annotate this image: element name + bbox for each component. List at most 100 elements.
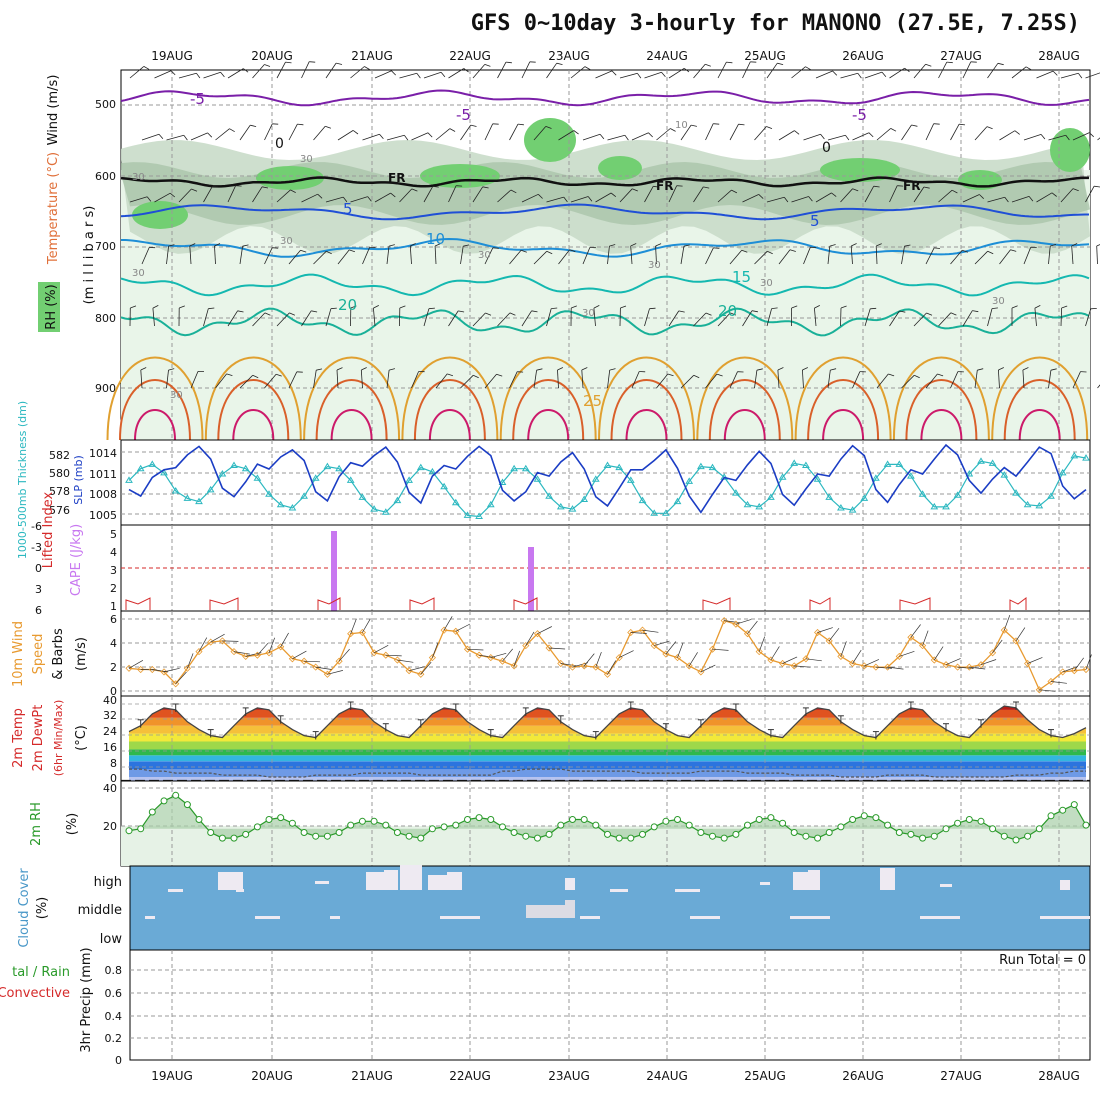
wind-barb [815,192,832,203]
wind-barb [189,245,192,265]
cloud-low-block [690,916,720,919]
rh-shade-high [524,118,576,162]
wind-barb-flag [367,196,372,202]
thickness-point [1035,501,1044,509]
wind-barb [460,124,472,141]
wind-barb-flag [925,63,932,67]
wind-barb-flag [183,135,188,141]
wind-barb [411,132,429,141]
wind-barb-flag [767,250,773,255]
thickness-point [545,492,553,499]
wind-barb [152,308,155,327]
wind-barb [301,310,312,327]
wind-barb [758,636,766,652]
temperature-tick: 32 [103,709,117,722]
wind-barb-flag [1010,249,1017,252]
wind-speed-point [650,642,658,650]
wind-barb [502,648,513,662]
wind-barb [558,249,570,265]
wind-barb [925,373,938,389]
rh-point [405,832,413,840]
contour-label: FR [656,179,673,193]
precip-tick: 0 [115,1054,122,1067]
wind-barb-flag [655,243,662,247]
wind-barb [754,251,768,265]
wind-barb [742,310,753,327]
wind-barb [166,246,169,265]
wind-barb [581,369,584,389]
slp-tick: 1008 [89,488,117,501]
wind-barb-flag [152,305,159,309]
wind-barb [175,671,187,685]
wind-barb [1050,681,1067,684]
wind-barb [913,63,926,79]
date-label: 21AUG [351,1069,393,1083]
wind-barb [386,134,405,141]
temperature-band [129,761,1086,770]
wind-speed-point [884,663,892,671]
wind-barb-flag [857,73,862,79]
wind-barb-flag [1061,305,1068,309]
contour-warm-arc [119,379,191,441]
wind-barb [840,641,847,657]
wind-barb [1060,307,1062,327]
wind-label: Wind (m/s) [46,75,61,146]
wind-barb [791,196,809,203]
wind-speed-point [277,643,285,651]
contour-warm-arc [1018,409,1061,441]
contour-label: 20 [338,296,357,314]
rh-point [172,791,180,799]
wind-barb-flag [411,188,418,192]
wind-speed-point [545,644,553,652]
temperature-band [129,749,1086,756]
cloud-high-block [808,870,820,890]
contour-20 [120,307,1090,337]
wind-barb-flag [364,66,370,70]
wind-barb-flag [325,125,332,129]
rh-point [965,816,973,823]
level-tick: 700 [95,240,116,253]
wind-barb [276,312,290,327]
wind-barb-flag [143,66,150,70]
wind-barb-flag [510,189,517,194]
wind-barb [239,124,251,141]
wind-barb-flag [881,71,887,77]
temperature-tick: 8 [110,757,117,770]
wind-barb [840,307,842,327]
cloud-high-block [793,872,808,890]
wind-barb [962,61,972,79]
wind-speed-point [510,662,518,670]
rh-point [218,834,226,842]
wind-barb [654,640,670,646]
cloud-high-block [366,872,384,890]
wind-barb [315,666,332,670]
wind-barb-flag [208,307,215,310]
wind-barb [448,310,459,327]
wind-barb-flag [361,367,367,371]
wind-barb [742,61,751,79]
wind-barb [533,126,547,141]
wind-barb [1011,196,1030,203]
thickness-point [872,474,880,481]
wind-barb [327,670,343,675]
wind-barb-flag [937,373,944,377]
wind-barb [472,186,484,203]
thickness-tick: 578 [49,485,70,498]
wind-barb-flag [243,68,249,73]
wind-speed-point [849,659,857,668]
wind-speed-point [1047,677,1055,686]
wind-barb [227,310,238,327]
cloud-level: middle [78,903,122,918]
wind-barb-flag [870,307,877,310]
rh-point [323,832,331,840]
wind-barb [190,371,199,389]
rh-point [954,819,962,827]
wind-barb [313,370,317,389]
wind-barb-flag [950,312,957,316]
wind-tick: 2 [110,661,117,674]
precip-panel-frame [129,949,1091,1061]
lifted-index-line [209,597,239,610]
contour-label: -5 [456,106,471,124]
wind-barb-flag [140,367,147,371]
thickness-point [206,485,215,493]
